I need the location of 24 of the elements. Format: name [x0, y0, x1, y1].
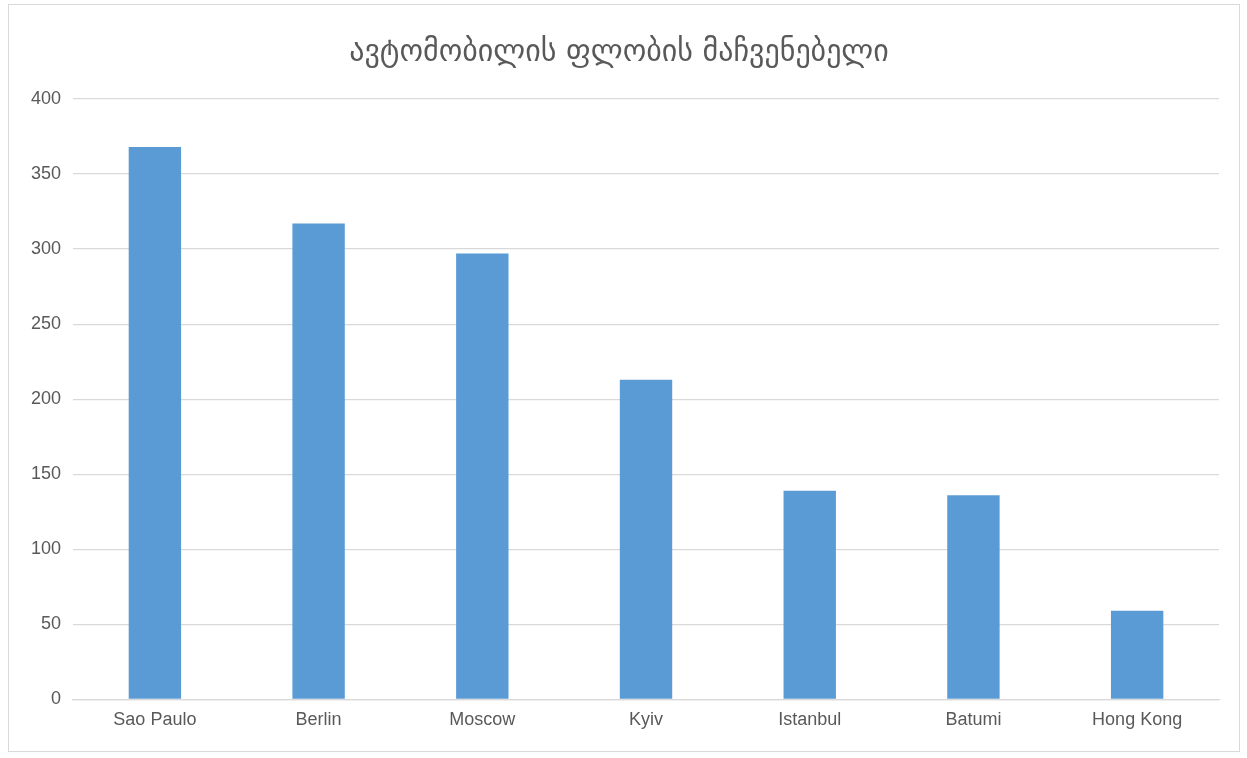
bar [1110, 610, 1164, 699]
bar [947, 495, 1000, 699]
y-tick-label: 300 [30, 238, 62, 259]
x-tick-label: Istanbul [778, 709, 842, 730]
bar [456, 253, 509, 699]
y-tick-label: 50 [41, 613, 62, 634]
x-tick-label: Berlin [295, 709, 342, 730]
y-tick-label: 350 [30, 163, 62, 184]
x-tick-label: Batumi [945, 709, 1002, 730]
y-tick-label: 400 [30, 87, 62, 108]
y-tick-label: 250 [30, 313, 62, 334]
y-tick-label: 100 [30, 538, 62, 559]
x-tick-label: Sao Paulo [113, 709, 197, 730]
y-tick-label: 150 [30, 463, 62, 484]
y-tick-label: 0 [51, 688, 62, 709]
bar [783, 490, 836, 699]
bar [128, 147, 182, 699]
chart-title: ავტომობილის ფლობის მაჩვენებელი [349, 32, 889, 68]
y-tick-label: 200 [30, 388, 62, 409]
bar [292, 223, 345, 699]
x-tick-label: Hong Kong [1092, 709, 1183, 730]
x-tick-label: Kyiv [629, 709, 664, 730]
x-tick-label: Moscow [449, 709, 517, 730]
bar [619, 379, 673, 699]
